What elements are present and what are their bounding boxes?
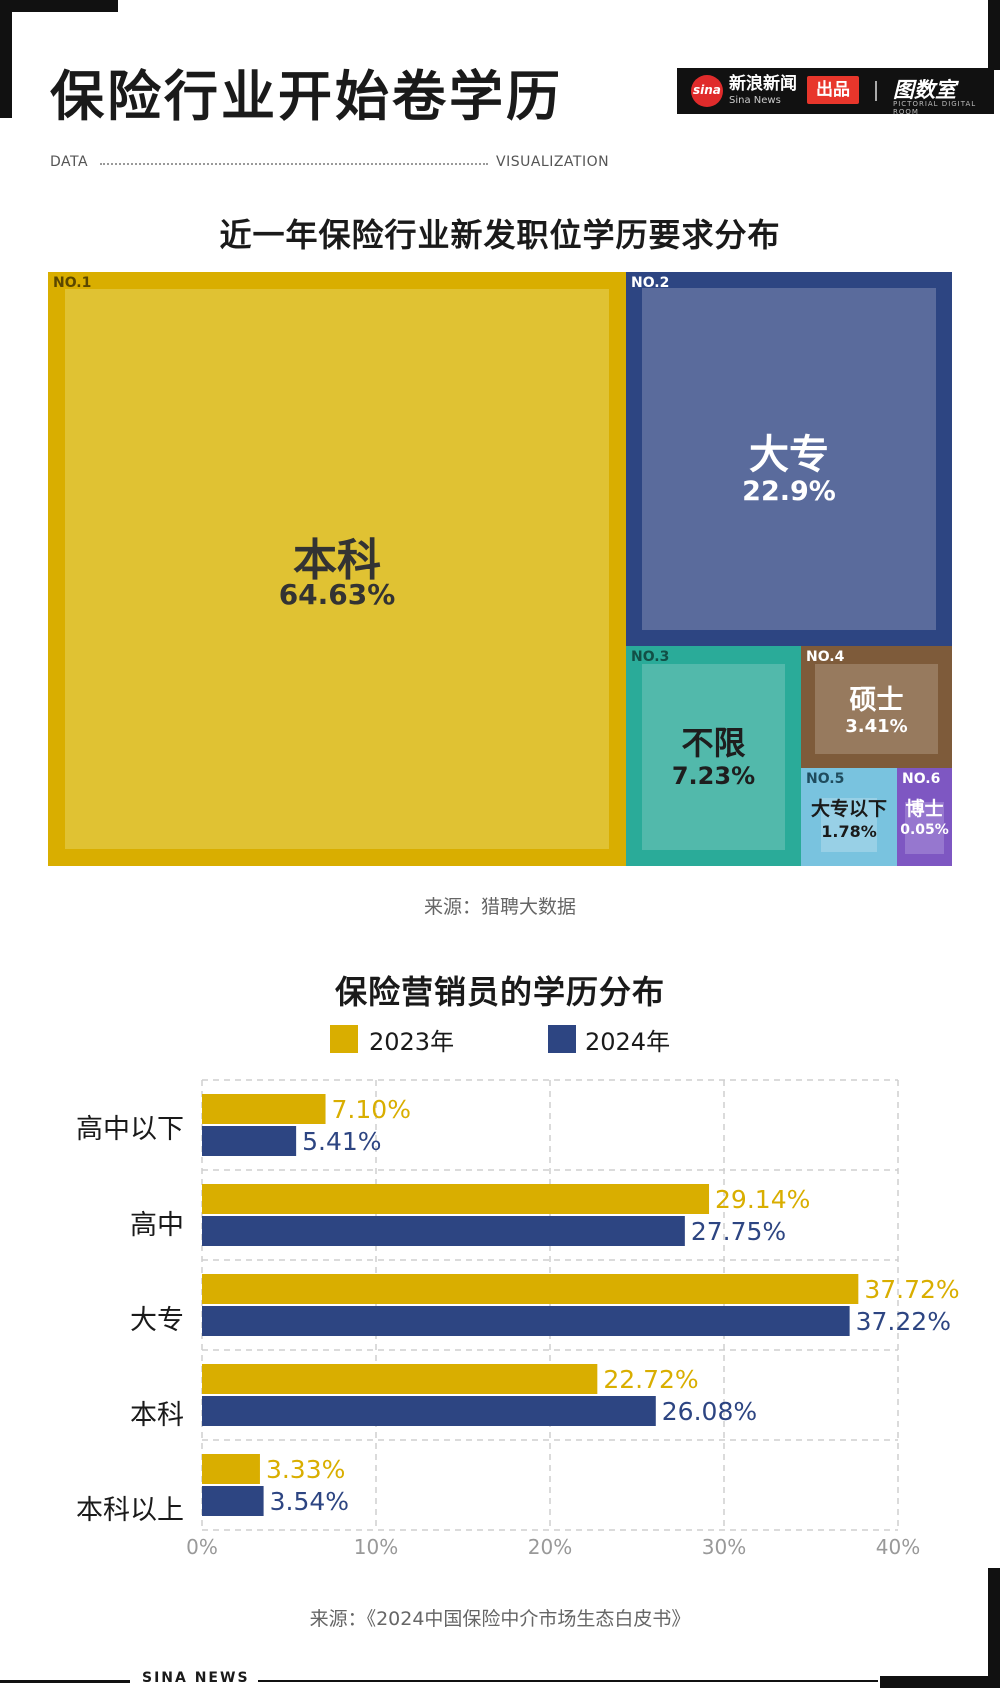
treemap-tile-associate: NO.2 大专 22.9% (626, 272, 952, 646)
tile-name: 本科 (293, 535, 381, 586)
tile-value: 0.05% (900, 822, 949, 838)
treemap-tile-master: NO.4 硕士 3.41% (801, 646, 952, 768)
tile-value: 64.63% (278, 578, 396, 611)
legend-swatch-2023 (330, 1025, 358, 1053)
bar-value-label: 5.41% (302, 1127, 381, 1156)
tile-value: 1.78% (821, 822, 877, 841)
sina-logo-text: sina (693, 83, 721, 97)
x-tick-label: 10% (354, 1535, 398, 1559)
tile-rank: NO.6 (902, 771, 941, 787)
tile-name: 硕士 (849, 685, 904, 716)
treemap-tile-inner (65, 289, 609, 849)
tile-name: 大专 (749, 432, 829, 478)
header-dotted-divider (100, 163, 488, 165)
legend-label-2024: 2024年 (585, 1028, 671, 1056)
x-tick-label: 20% (528, 1535, 572, 1559)
bar-value-label: 27.75% (691, 1217, 786, 1246)
tile-name: 不限 (681, 724, 746, 762)
bar-value-label: 29.14% (715, 1185, 810, 1214)
bar (202, 1306, 850, 1336)
sina-logo-icon: sina (691, 75, 723, 107)
frame-corner-top-left-h (0, 0, 118, 12)
category-label: 高中以下 (76, 1114, 184, 1145)
treemap-source: 来源：猎聘大数据 (423, 896, 576, 918)
bar-chart-svg: 0% 10% 20% 30% 40% 7.10% 5.41% 29.14% 27.75% 37.7… (186, 1079, 960, 1559)
data-tag: DATA (50, 154, 89, 170)
visualization-tag: VISUALIZATION (496, 154, 610, 170)
bar (202, 1364, 598, 1394)
bar-value-label: 37.22% (856, 1307, 951, 1336)
frame-corner-bottom-left (0, 1680, 130, 1683)
frame-corner-bottom-right (988, 1568, 1000, 1688)
treemap-title: 近一年保险行业新发职位学历要求分布 (219, 216, 781, 254)
brand-separator (875, 81, 877, 101)
tile-value: 22.9% (742, 476, 836, 507)
bar-value-label: 3.54% (270, 1487, 349, 1516)
bar-value-label: 26.08% (662, 1397, 757, 1426)
frame-corner-top-left (0, 0, 12, 118)
bar-value-label: 3.33% (266, 1455, 345, 1484)
bar-chart-title: 保险营销员的学历分布 (334, 973, 665, 1011)
treemap: NO.1 本科 64.63% NO.2 大专 22.9% NO.3 不限 7.2… (48, 272, 952, 866)
bar (202, 1396, 656, 1426)
bar (202, 1094, 326, 1124)
footer-line (258, 1680, 878, 1682)
tile-rank: NO.3 (631, 649, 670, 665)
sina-news-name: 新浪新闻 (729, 74, 797, 94)
tile-rank: NO.5 (806, 771, 845, 787)
bar (202, 1274, 859, 1304)
treemap-tile-inner (642, 664, 785, 850)
legend-label-2023: 2023年 (369, 1028, 455, 1056)
frame-corner-bottom-right-h (880, 1676, 1000, 1688)
tile-rank: NO.2 (631, 275, 670, 291)
bar-value-label: 37.72% (864, 1275, 959, 1304)
treemap-tile-inner (815, 664, 938, 754)
tile-value: 3.41% (845, 716, 908, 737)
bar-chart-source: 来源：《2024中国保险中介市场生态白皮书》 (309, 1608, 691, 1630)
treemap-tile-below-associate: NO.5 大专以下 1.78% (801, 768, 897, 866)
category-label: 大专 (130, 1305, 184, 1336)
tile-rank: NO.1 (53, 275, 92, 291)
legend-swatch-2024 (548, 1025, 576, 1053)
x-tick-label: 40% (876, 1535, 920, 1559)
treemap-tile-inner (642, 288, 936, 630)
tile-name: 大专以下 (810, 798, 887, 820)
tile-value: 7.23% (671, 762, 756, 790)
x-tick-label: 0% (186, 1535, 218, 1559)
bar (202, 1184, 710, 1214)
bar-value-label: 22.72% (603, 1365, 698, 1394)
page-title: 保险行业开始卷学历 (50, 65, 563, 128)
treemap-tile-bachelor: NO.1 本科 64.63% (48, 272, 626, 866)
frame-corner-top-right (988, 0, 1000, 70)
treemap-tile-doctor: NO.6 博士 0.05% (897, 768, 952, 866)
bar (202, 1454, 260, 1484)
category-label: 高中 (130, 1210, 184, 1241)
bar (202, 1486, 264, 1516)
produced-by-badge: 出品 (807, 76, 859, 104)
treemap-tile-unlimited: NO.3 不限 7.23% (626, 646, 801, 866)
x-tick-label: 30% (702, 1535, 746, 1559)
treemap-tile-inner (905, 802, 944, 854)
tile-rank: NO.4 (806, 649, 845, 665)
treemap-tile-inner (821, 798, 877, 852)
bar (202, 1216, 685, 1246)
pictorial-room-logo: 图数室 (893, 78, 956, 102)
brand-banner: sina 新浪新闻 Sina News 出品 图数室 PICTORIAL DIG… (677, 68, 994, 116)
footer-brand: SINA NEWS (142, 1670, 250, 1686)
category-label: 本科以上 (76, 1495, 184, 1526)
category-label: 本科 (130, 1400, 184, 1431)
pictorial-room-sub: PICTORIAL DIGITAL ROOM (893, 100, 977, 116)
bar (202, 1126, 297, 1156)
sina-news-sub: Sina News (729, 95, 781, 106)
bar-value-label: 7.10% (332, 1095, 411, 1124)
tile-name: 博士 (905, 798, 944, 820)
